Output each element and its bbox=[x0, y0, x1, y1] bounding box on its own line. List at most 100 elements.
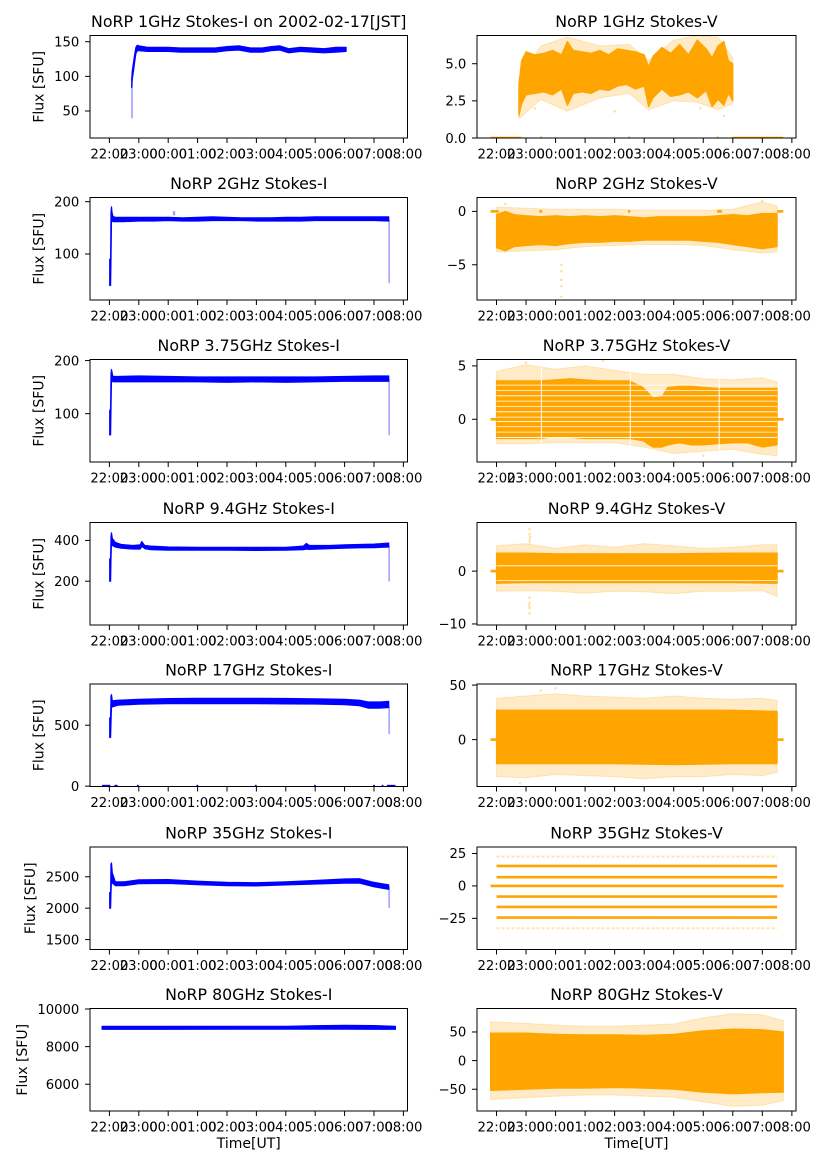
outlier-point bbox=[528, 532, 531, 536]
x-tick-label: 04:00 bbox=[267, 1121, 305, 1136]
outlier-point bbox=[172, 210, 176, 214]
x-tick-label: 23:00 bbox=[507, 959, 545, 974]
x-tick-label: 00:00 bbox=[537, 310, 575, 325]
x-tick-label: 02:00 bbox=[208, 1121, 246, 1136]
y-tick-label: 500 bbox=[54, 719, 79, 734]
subplot-norp-94ghz-stokes-v: 22:0023:0000:0001:0002:0003:0004:0005:00… bbox=[438, 499, 810, 650]
x-tick-label: 04:00 bbox=[267, 959, 305, 974]
subplot-norp-35ghz-stokes-v: 22:0023:0000:0001:0002:0003:0004:0005:00… bbox=[438, 824, 810, 975]
scatter-band bbox=[495, 210, 778, 252]
x-tick-label: 03:00 bbox=[237, 472, 275, 487]
y-tick-label: 0 bbox=[458, 1054, 466, 1069]
x-tick-label: 02:00 bbox=[208, 959, 246, 974]
outlier-point bbox=[560, 284, 563, 288]
x-tick-label: 06:00 bbox=[714, 472, 752, 487]
x-tick-label: 04:00 bbox=[267, 472, 305, 487]
x-tick-label: 23:00 bbox=[507, 472, 545, 487]
x-tick-label: 05:00 bbox=[684, 959, 722, 974]
axes-frame bbox=[476, 522, 797, 626]
x-tick-label: 05:00 bbox=[684, 1121, 722, 1136]
outlier-point bbox=[528, 601, 531, 605]
outlier-point bbox=[701, 454, 705, 457]
outlier-point bbox=[554, 687, 557, 690]
x-tick-label: 07:00 bbox=[743, 472, 781, 487]
x-tick-label: 03:00 bbox=[237, 1121, 275, 1136]
outlier-point bbox=[699, 106, 702, 110]
y-tick-label: 50 bbox=[450, 679, 467, 694]
x-tick-label: 05:00 bbox=[684, 635, 722, 650]
panel-title: NoRP 80GHz Stokes-V bbox=[550, 985, 723, 1004]
x-tick-label: 00:00 bbox=[537, 959, 575, 974]
y-tick-label: 0 bbox=[71, 780, 79, 795]
outlier-point bbox=[560, 263, 563, 267]
plot-area bbox=[102, 694, 396, 787]
x-tick-label: 03:00 bbox=[237, 148, 275, 163]
outlier-point bbox=[528, 612, 531, 615]
scatter-band bbox=[495, 709, 778, 766]
plot-area bbox=[490, 359, 784, 458]
x-tick-label: 08:00 bbox=[773, 635, 811, 650]
x-tick-label: 02:00 bbox=[596, 148, 634, 163]
x-tick-label: 08:00 bbox=[773, 1121, 811, 1136]
y-tick-label: 8000 bbox=[46, 1040, 80, 1055]
x-tick-label: 22:00 bbox=[477, 1121, 515, 1136]
outlier-point bbox=[528, 540, 531, 544]
y-axis-label: Flux [SFU] bbox=[32, 51, 48, 123]
x-tick-label: 23:00 bbox=[120, 148, 158, 163]
x-tick-label: 03:00 bbox=[237, 635, 275, 650]
x-tick-label: 04:00 bbox=[655, 796, 693, 811]
plot-area bbox=[109, 532, 391, 582]
x-tick-label: 07:00 bbox=[355, 796, 393, 811]
x-tick-label: 03:00 bbox=[625, 1121, 663, 1136]
x-tick-label: 07:00 bbox=[355, 959, 393, 974]
x-tick-label: 05:00 bbox=[296, 472, 334, 487]
x-tick-label: 07:00 bbox=[743, 796, 781, 811]
x-tick-label: 03:00 bbox=[625, 796, 663, 811]
x-tick-label: 07:00 bbox=[355, 472, 393, 487]
x-tick-label: 08:00 bbox=[773, 472, 811, 487]
x-tick-label: 06:00 bbox=[326, 148, 364, 163]
x-tick-label: 07:00 bbox=[355, 635, 393, 650]
x-tick-label: 07:00 bbox=[355, 310, 393, 325]
x-tick-label: 08:00 bbox=[773, 148, 811, 163]
scatter-band bbox=[109, 694, 390, 739]
x-tick-label: 05:00 bbox=[684, 472, 722, 487]
outlier-point bbox=[528, 538, 531, 541]
panel-title: NoRP 35GHz Stokes-I bbox=[165, 824, 332, 843]
scatter-band bbox=[109, 532, 390, 582]
x-tick-label: 00:00 bbox=[537, 148, 575, 163]
x-tick-label: 02:00 bbox=[208, 472, 246, 487]
x-tick-label: 23:00 bbox=[120, 310, 158, 325]
y-tick-label: 6000 bbox=[46, 1078, 80, 1093]
axes-frame bbox=[476, 1008, 797, 1112]
x-tick-label: 08:00 bbox=[384, 796, 422, 811]
x-tick-label: 04:00 bbox=[267, 310, 305, 325]
x-tick-label: 22:00 bbox=[477, 310, 515, 325]
x-tick-label: 23:00 bbox=[507, 796, 545, 811]
x-tick-label: 22:00 bbox=[477, 148, 515, 163]
subplot-norp-80ghz-stokes-v: 22:0023:0000:0001:0002:0003:0004:0005:00… bbox=[438, 985, 810, 1152]
axes-frame bbox=[476, 683, 797, 787]
scatter-halo bbox=[131, 84, 134, 119]
scatter-halo bbox=[388, 219, 391, 284]
x-tick-label: 05:00 bbox=[296, 148, 334, 163]
y-tick-label: 0 bbox=[458, 565, 466, 580]
x-tick-label: 06:00 bbox=[714, 635, 752, 650]
scatter-band bbox=[490, 1028, 784, 1095]
x-tick-label: 07:00 bbox=[355, 148, 393, 163]
x-tick-label: 01:00 bbox=[179, 635, 217, 650]
x-tick-label: 05:00 bbox=[684, 148, 722, 163]
x-tick-label: 02:00 bbox=[208, 796, 246, 811]
x-tick-label: 03:00 bbox=[625, 310, 663, 325]
x-tick-label: 23:00 bbox=[507, 1121, 545, 1136]
x-tick-label: 01:00 bbox=[566, 796, 604, 811]
x-tick-label: 01:00 bbox=[179, 148, 217, 163]
x-tick-label: 05:00 bbox=[684, 310, 722, 325]
x-tick-label: 04:00 bbox=[655, 310, 693, 325]
x-tick-label: 02:00 bbox=[208, 310, 246, 325]
x-tick-label: 01:00 bbox=[566, 959, 604, 974]
x-tick-label: 05:00 bbox=[684, 796, 722, 811]
x-tick-label: 02:00 bbox=[596, 796, 634, 811]
x-tick-label: 04:00 bbox=[655, 472, 693, 487]
